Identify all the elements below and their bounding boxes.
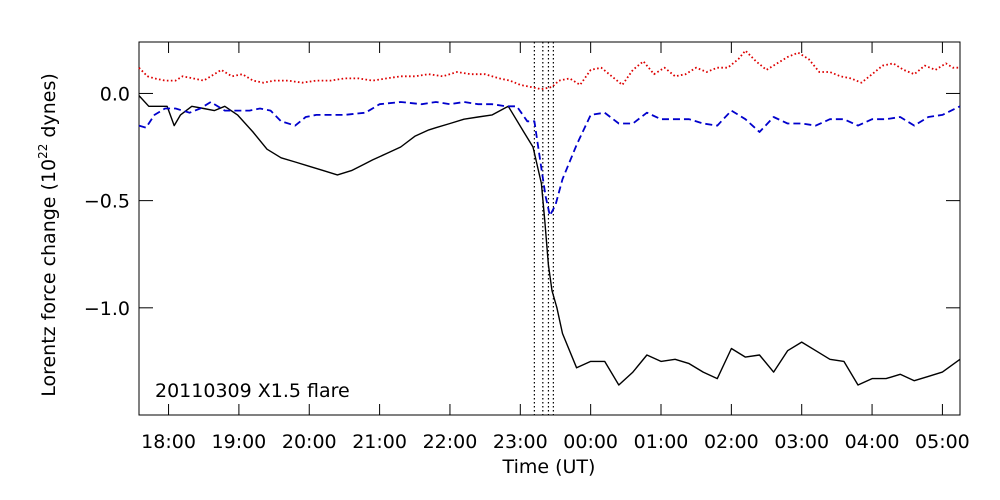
plot-frame — [138, 41, 961, 416]
series-layer — [138, 49, 961, 386]
x-tick-label: 22:00 — [423, 431, 478, 453]
x-tick-label: 01:00 — [634, 431, 689, 453]
y-axis-label-main: Lorentz force change (10 — [38, 159, 60, 397]
series-line-dotted — [138, 49, 960, 91]
y-tick-label: −0.5 — [84, 191, 130, 213]
series-line-solid — [138, 95, 961, 386]
y-tick-label: 0.0 — [100, 83, 130, 105]
x-axis: 18:00 19:00 20:00 21:00 22:00 23:00 00:00 01:00… — [141, 42, 970, 453]
x-tick-label: 20:00 — [282, 431, 337, 453]
y-tick-label: −1.0 — [84, 298, 130, 320]
x-tick-label: 04:00 — [845, 431, 900, 453]
y-axis: 0.0 −0.5 −1.0 — [84, 83, 960, 320]
y-axis-label-tail: dynes) — [38, 73, 60, 143]
x-tick-label: 19:00 — [212, 431, 267, 453]
x-tick-label: 18:00 — [141, 431, 196, 453]
x-tick-label: 23:00 — [493, 431, 548, 453]
x-tick-label: 03:00 — [774, 431, 829, 453]
x-tick-label: 05:00 — [915, 431, 970, 453]
x-tick-label: 00:00 — [563, 431, 618, 453]
x-tick-label: 21:00 — [352, 431, 407, 453]
flare-annotation: 20110309 X1.5 flare — [155, 380, 350, 402]
x-axis-label: Time (UT) — [502, 456, 596, 478]
flare-time-markers — [533, 42, 554, 415]
x-tick-label: 02:00 — [704, 431, 759, 453]
series-line-dashed — [138, 101, 961, 217]
y-axis-label: Lorentz force change (1022 dynes) — [36, 73, 60, 397]
y-axis-label-exponent: 22 — [36, 144, 50, 159]
